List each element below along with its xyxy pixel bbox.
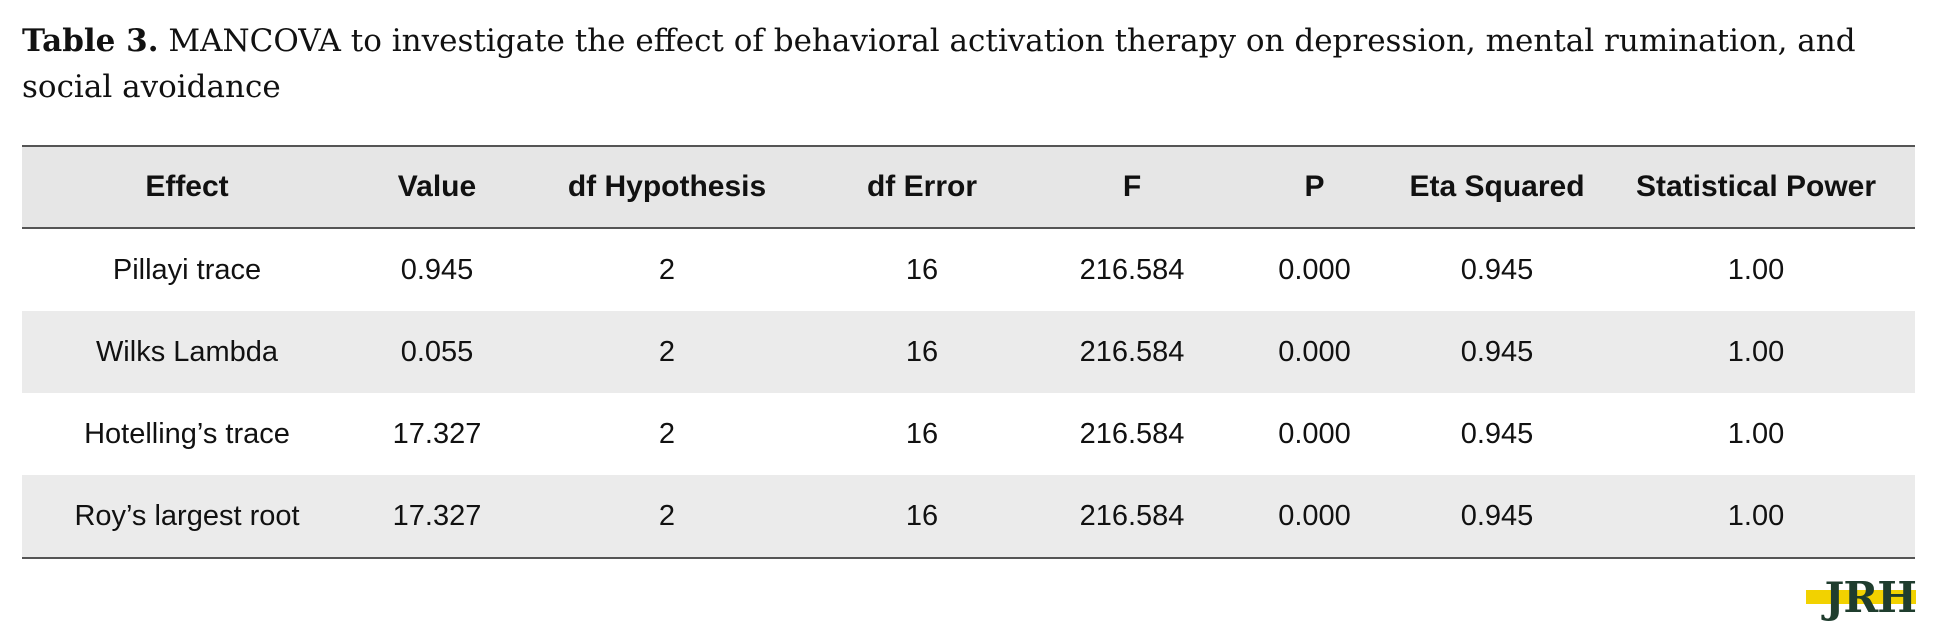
table-caption: Table 3. MANCOVA to investigate the effe… [22, 18, 1922, 110]
table-header-row: Effect Value df Hypothesis df Error F P … [22, 146, 1915, 228]
cell-df-error: 16 [905, 335, 939, 368]
header-f: F [1122, 170, 1142, 203]
cell-value: 17.327 [392, 417, 482, 450]
cell-statistical-power: 1.00 [1727, 499, 1785, 532]
cell-eta-squared: 0.945 [1460, 417, 1534, 450]
header-df-hypothesis: df Hypothesis [567, 170, 767, 203]
cell-df-error: 16 [905, 499, 939, 532]
cell-df-error: 16 [905, 417, 939, 450]
table-row: Wilks Lambda 0.055 2 16 216.584 0.000 0.… [22, 311, 1915, 393]
header-eta-squared: Eta Squared [1409, 170, 1585, 203]
journal-logo: JRH [1806, 577, 1917, 619]
cell-f: 216.584 [1079, 499, 1185, 532]
results-table-container: Effect Value df Hypothesis df Error F P … [22, 145, 1915, 559]
cell-eta-squared: 0.945 [1460, 499, 1534, 532]
table-row: Roy’s largest root 17.327 2 16 216.584 0… [22, 475, 1915, 558]
cell-value: 0.055 [400, 335, 474, 368]
cell-value: 17.327 [392, 499, 482, 532]
cell-statistical-power: 1.00 [1727, 335, 1785, 368]
cell-f: 216.584 [1079, 417, 1185, 450]
cell-p: 0.000 [1278, 417, 1351, 450]
header-effect: Effect [145, 170, 229, 203]
cell-effect: Roy’s largest root [74, 499, 300, 532]
cell-p: 0.000 [1278, 499, 1351, 532]
mancova-table: Effect Value df Hypothesis df Error F P … [22, 145, 1915, 559]
header-p: P [1304, 170, 1325, 203]
cell-f: 216.584 [1079, 335, 1185, 368]
cell-f: 216.584 [1079, 253, 1185, 286]
cell-df-hypothesis: 2 [658, 417, 676, 450]
table-row: Pillayi trace 0.945 2 16 216.584 0.000 0… [22, 228, 1915, 311]
cell-effect: Pillayi trace [112, 253, 262, 286]
cell-statistical-power: 1.00 [1727, 417, 1785, 450]
cell-effect: Hotelling’s trace [84, 417, 290, 450]
cell-statistical-power: 1.00 [1727, 253, 1785, 286]
cell-effect: Wilks Lambda [95, 335, 279, 368]
cell-df-hypothesis: 2 [658, 335, 676, 368]
cell-df-hypothesis: 2 [658, 253, 676, 286]
caption-text: MANCOVA to investigate the effect of beh… [22, 23, 1856, 105]
header-value: Value [397, 170, 477, 203]
cell-eta-squared: 0.945 [1460, 335, 1534, 368]
cell-p: 0.000 [1278, 253, 1351, 286]
cell-value: 0.945 [400, 253, 474, 286]
logo-band [1806, 590, 1916, 604]
cell-p: 0.000 [1278, 335, 1351, 368]
logo-text: JRH [1824, 573, 1917, 622]
table-row: Hotelling’s trace 17.327 2 16 216.584 0.… [22, 393, 1915, 475]
header-df-error: df Error [866, 170, 977, 203]
caption-label: Table 3. [22, 23, 159, 59]
cell-df-error: 16 [905, 253, 939, 286]
header-statistical-power: Statistical Power [1635, 170, 1877, 203]
cell-df-hypothesis: 2 [658, 499, 676, 532]
cell-eta-squared: 0.945 [1460, 253, 1534, 286]
